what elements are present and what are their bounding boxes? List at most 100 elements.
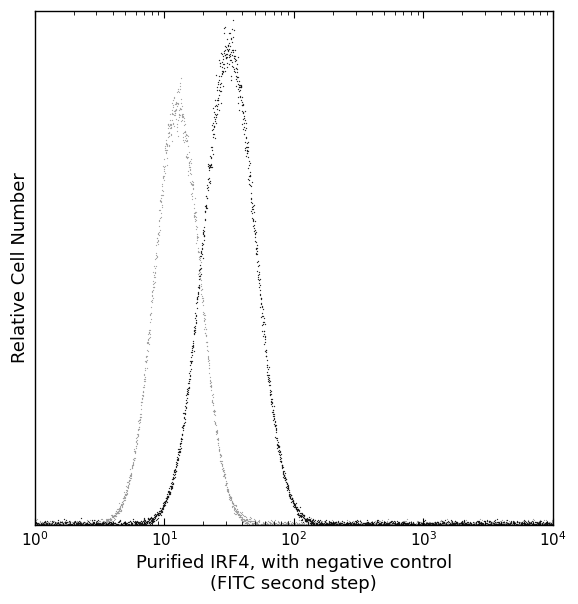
Point bbox=[450, 520, 459, 530]
Point bbox=[529, 518, 538, 528]
Point bbox=[324, 518, 334, 528]
Point bbox=[323, 519, 332, 529]
Point bbox=[459, 520, 468, 530]
Point bbox=[164, 121, 173, 130]
Point bbox=[294, 519, 303, 529]
Point bbox=[157, 196, 166, 206]
Point bbox=[85, 520, 94, 530]
Point bbox=[275, 518, 284, 528]
Point bbox=[350, 518, 359, 527]
Point bbox=[131, 520, 140, 530]
Point bbox=[202, 201, 211, 211]
Point bbox=[529, 520, 538, 530]
Point bbox=[190, 321, 199, 330]
Point bbox=[279, 467, 288, 477]
Point bbox=[184, 170, 193, 180]
Point bbox=[336, 519, 346, 528]
Point bbox=[403, 520, 413, 530]
Point bbox=[201, 329, 210, 338]
Point bbox=[198, 239, 208, 249]
Point bbox=[462, 520, 471, 530]
Point bbox=[431, 520, 440, 530]
Point bbox=[64, 519, 73, 529]
Point bbox=[456, 520, 465, 530]
Point bbox=[338, 519, 347, 528]
Point bbox=[268, 411, 277, 421]
Point bbox=[190, 193, 199, 203]
Point bbox=[543, 519, 552, 529]
Point bbox=[288, 520, 297, 530]
Point bbox=[532, 520, 542, 530]
Point bbox=[537, 520, 546, 530]
Point bbox=[98, 518, 107, 528]
Point bbox=[234, 510, 243, 519]
Point bbox=[330, 520, 339, 530]
Point bbox=[149, 276, 158, 286]
Point bbox=[461, 515, 470, 525]
Point bbox=[290, 501, 299, 510]
Point bbox=[380, 518, 389, 528]
Point bbox=[36, 520, 45, 530]
Point bbox=[335, 519, 344, 529]
Point bbox=[537, 520, 546, 530]
Point bbox=[472, 520, 481, 530]
Point bbox=[33, 520, 42, 530]
Point bbox=[47, 520, 57, 530]
Point bbox=[528, 520, 538, 530]
Point bbox=[89, 520, 98, 530]
Point bbox=[125, 472, 134, 482]
Point bbox=[371, 518, 380, 528]
Point bbox=[193, 288, 202, 298]
Point bbox=[235, 510, 244, 519]
Point bbox=[306, 516, 315, 525]
Point bbox=[350, 520, 359, 530]
Point bbox=[525, 520, 534, 530]
Point bbox=[359, 519, 368, 529]
Point bbox=[529, 520, 539, 530]
Point bbox=[150, 269, 160, 278]
Point bbox=[38, 520, 47, 530]
Point bbox=[290, 503, 299, 512]
Point bbox=[285, 490, 294, 500]
Point bbox=[154, 237, 163, 246]
Point bbox=[55, 520, 65, 530]
Point bbox=[124, 478, 134, 487]
Point bbox=[446, 520, 455, 530]
Point bbox=[476, 519, 486, 529]
Point bbox=[304, 517, 313, 527]
Point bbox=[412, 520, 421, 530]
Point bbox=[257, 520, 266, 530]
Point bbox=[179, 420, 188, 429]
Point bbox=[243, 143, 253, 152]
Point bbox=[195, 253, 205, 263]
Point bbox=[98, 519, 107, 529]
Point bbox=[516, 520, 525, 530]
Point bbox=[295, 512, 305, 521]
Point bbox=[244, 515, 254, 524]
Point bbox=[492, 520, 502, 530]
Point bbox=[539, 516, 549, 525]
Point bbox=[128, 519, 137, 528]
Point bbox=[332, 520, 342, 530]
Point bbox=[453, 519, 462, 529]
Point bbox=[494, 520, 503, 530]
Point bbox=[424, 518, 434, 527]
Point bbox=[266, 391, 275, 400]
Point bbox=[527, 520, 536, 530]
Point bbox=[538, 520, 547, 530]
Point bbox=[186, 371, 195, 381]
Point bbox=[316, 517, 325, 527]
Point bbox=[436, 520, 446, 530]
Point bbox=[316, 520, 325, 530]
Point bbox=[547, 520, 557, 530]
Point bbox=[99, 518, 109, 527]
Point bbox=[169, 119, 178, 129]
Point bbox=[347, 518, 356, 528]
Point bbox=[455, 520, 464, 530]
Point bbox=[535, 518, 544, 527]
Point bbox=[42, 520, 51, 530]
Point bbox=[233, 507, 242, 516]
Point bbox=[155, 503, 164, 513]
Point bbox=[490, 520, 499, 530]
Point bbox=[241, 518, 250, 528]
